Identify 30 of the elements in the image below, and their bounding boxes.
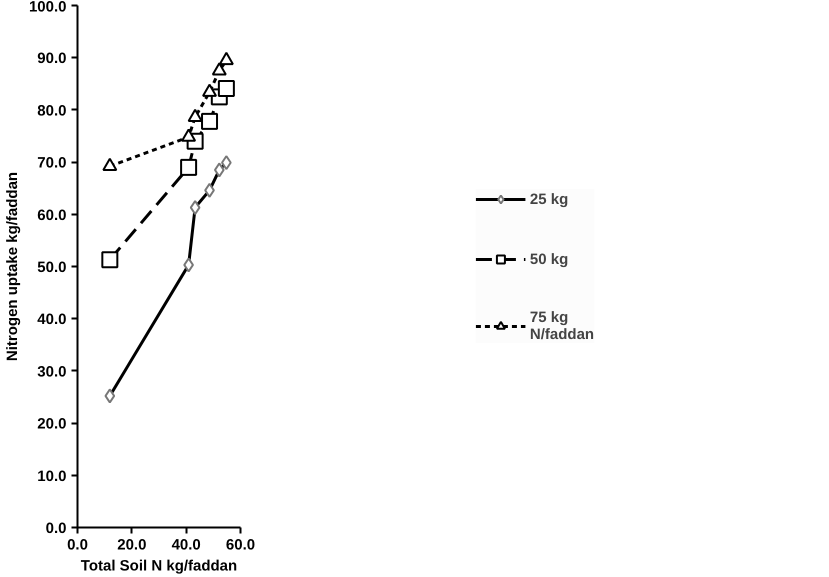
y-tick-label: 30.0 <box>37 363 67 380</box>
y-tick-label: 60.0 <box>37 206 67 224</box>
point <box>202 84 218 97</box>
point <box>180 158 198 176</box>
point <box>201 112 218 130</box>
y-tick-label: 0.0 <box>46 520 67 537</box>
x-tick-label: 60.0 <box>226 536 256 554</box>
legend-label: 25 kg <box>530 190 568 208</box>
x-tick-label: 40.0 <box>172 536 201 554</box>
y-tick-label: 90.0 <box>37 50 67 68</box>
y-tick-label: 80.0 <box>37 102 67 120</box>
point <box>181 128 196 142</box>
y-tick-label: 100.0 <box>28 0 67 16</box>
y-tick-label: 10.0 <box>37 468 67 485</box>
point <box>101 251 118 268</box>
y-tick-label: 70.0 <box>37 154 67 172</box>
point <box>212 62 227 76</box>
point <box>218 52 234 66</box>
x-axis-title: Total Soil N kg/faddan <box>80 558 238 574</box>
point <box>102 158 118 172</box>
x-tick-label: 20.0 <box>117 536 146 554</box>
point <box>218 80 235 97</box>
y-axis-title: Nitrogen uptake kg/faddan <box>4 172 21 362</box>
y-tick-label: 20.0 <box>37 416 67 433</box>
x-tick-label: 0.0 <box>67 536 88 554</box>
legend-label: 50 kg <box>530 250 568 268</box>
y-tick-label: 50.0 <box>37 259 67 276</box>
y-tick-label: 40.0 <box>37 311 67 328</box>
legend-label: 75 kg N/faddan <box>530 309 594 343</box>
point <box>188 108 203 122</box>
